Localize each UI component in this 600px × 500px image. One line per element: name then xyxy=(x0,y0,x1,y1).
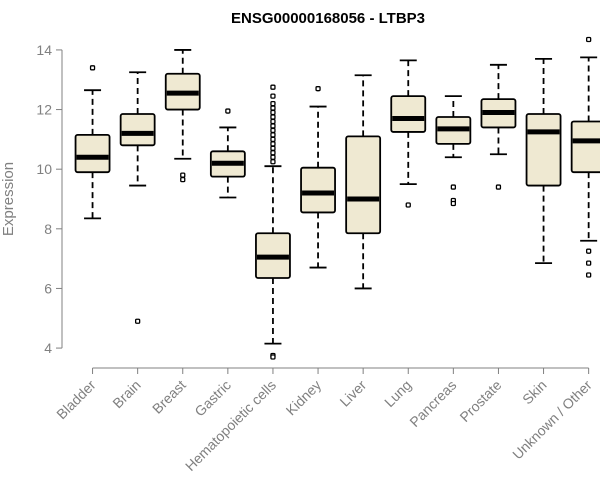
outlier-point xyxy=(270,100,276,107)
outlier-point xyxy=(270,150,276,156)
outlier-point xyxy=(270,114,276,120)
boxes xyxy=(74,36,600,360)
x-tick-label: Lung xyxy=(381,377,414,410)
outlier-point xyxy=(450,200,457,207)
box-hematopoietic-cells xyxy=(255,84,291,360)
outlier-point xyxy=(134,318,141,324)
box-lung xyxy=(390,59,427,208)
box-skin xyxy=(525,57,562,265)
outlier-point xyxy=(180,176,186,183)
outlier-point xyxy=(450,184,457,190)
x-tick-label: Prostate xyxy=(456,377,504,425)
iqr-box xyxy=(345,135,382,235)
y-tick-label: 6 xyxy=(44,280,52,296)
x-tick-label: Kidney xyxy=(283,377,325,419)
outlier-point xyxy=(495,184,502,190)
y-axis: 4 6 8 10 12 14 xyxy=(36,42,63,356)
y-tick-label: 10 xyxy=(36,161,52,177)
outlier-point xyxy=(225,108,231,114)
box-prostate xyxy=(480,63,517,190)
outlier-point xyxy=(270,118,276,125)
outlier-point xyxy=(270,354,276,360)
outlier-point xyxy=(270,123,276,129)
outlier-point xyxy=(586,248,592,254)
x-tick-label: Breast xyxy=(149,377,189,417)
box-breast xyxy=(164,49,201,183)
outlier-point xyxy=(270,109,276,116)
x-tick-label: Unknown / Other xyxy=(509,377,595,463)
outlier-point xyxy=(270,105,276,111)
outlier-point xyxy=(180,172,186,178)
iqr-box xyxy=(300,166,336,214)
y-axis-title: Expression xyxy=(0,162,17,236)
box-brain xyxy=(119,71,156,324)
y-tick-label: 4 xyxy=(44,340,52,356)
outlier-point xyxy=(270,145,276,151)
box-pancreas xyxy=(435,95,472,207)
chart-title: ENSG00000168056 - LTBP3 xyxy=(231,10,425,27)
outlier-point xyxy=(586,272,592,278)
x-tick-label: Skin xyxy=(519,377,550,408)
iqr-box xyxy=(390,95,427,133)
outlier-point xyxy=(270,141,276,147)
box-liver xyxy=(345,74,382,290)
x-tick-label: Liver xyxy=(336,377,369,410)
iqr-box xyxy=(570,120,600,174)
box-gastric xyxy=(209,108,246,199)
outlier-point xyxy=(586,260,592,266)
outlier-point xyxy=(270,84,276,90)
box-bladder xyxy=(74,65,111,220)
y-tick-label: 14 xyxy=(36,42,52,58)
outlier-point xyxy=(270,127,276,134)
iqr-box xyxy=(119,113,156,147)
iqr-box xyxy=(525,113,562,187)
outlier-point xyxy=(89,65,96,71)
outlier-point xyxy=(405,202,411,208)
iqr-box xyxy=(74,133,111,174)
outlier-point xyxy=(315,86,321,92)
x-tick-label: Pancreas xyxy=(406,377,459,430)
box-kidney xyxy=(300,86,336,269)
y-tick-label: 8 xyxy=(44,221,52,237)
box-unknown-other xyxy=(570,36,600,278)
x-tick-label: Bladder xyxy=(53,377,99,423)
outlier-point xyxy=(270,159,276,165)
outlier-point xyxy=(586,36,592,43)
x-tick-label: Brain xyxy=(109,377,143,411)
outlier-point xyxy=(270,154,276,160)
y-tick-label: 12 xyxy=(36,102,52,118)
outlier-point xyxy=(270,93,276,99)
x-tick-label: Gastric xyxy=(191,377,234,420)
outlier-point xyxy=(270,132,276,138)
outlier-point xyxy=(270,136,276,143)
